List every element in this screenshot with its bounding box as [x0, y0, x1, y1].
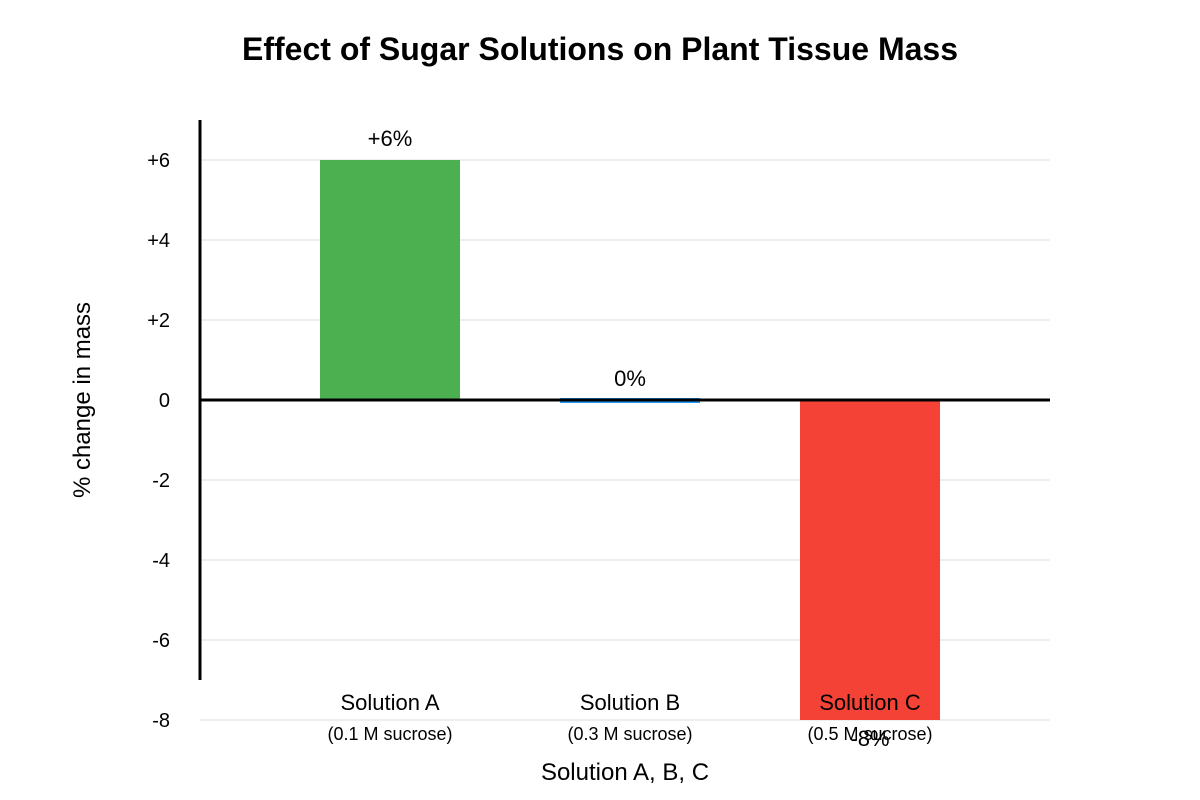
category-sublabel: (0.5 M sucrose): [807, 724, 932, 744]
bars: [320, 160, 940, 720]
category-labels: Solution A (0.1 M sucrose) Solution B (0.3 …: [327, 690, 932, 744]
chart-title: Effect of Sugar Solutions on Plant Tissu…: [242, 31, 958, 67]
data-label: +6%: [368, 126, 413, 151]
y-tick-label: -6: [152, 630, 170, 652]
category-sublabel: (0.1 M sucrose): [327, 724, 452, 744]
y-tick-label: 0: [159, 390, 170, 412]
x-axis-label: Solution A, B, C: [541, 759, 709, 786]
y-tick-labels: +6 +4 +2 0 -2 -4 -6 -8: [147, 150, 170, 732]
category-label: Solution B: [580, 690, 680, 715]
category-label: Solution A: [340, 690, 439, 715]
y-tick-label: +6: [147, 150, 170, 172]
bar: [800, 400, 940, 720]
y-axis-label: % change in mass: [69, 302, 96, 498]
y-tick-label: -2: [152, 470, 170, 492]
data-labels: +6% 0% -8%: [368, 126, 890, 751]
y-tick-label: +2: [147, 310, 170, 332]
y-tick-label: -4: [152, 550, 170, 572]
category-sublabel: (0.3 M sucrose): [567, 724, 692, 744]
y-tick-label: +4: [147, 230, 170, 252]
category-label: Solution C: [819, 690, 921, 715]
bar: [320, 160, 460, 400]
y-tick-label: -8: [152, 710, 170, 732]
data-label: 0%: [614, 366, 646, 391]
data-label: -8%: [850, 726, 889, 751]
